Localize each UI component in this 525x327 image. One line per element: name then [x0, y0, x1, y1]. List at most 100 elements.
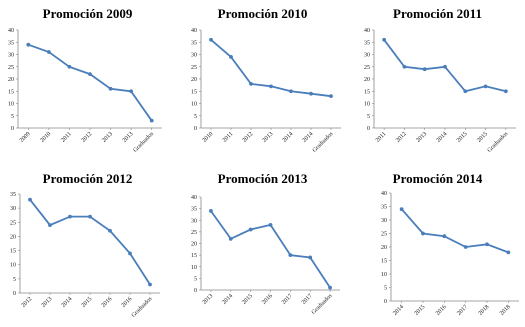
x-tick-label: 2015 [456, 131, 469, 144]
data-point [463, 89, 468, 94]
data-point [209, 209, 213, 213]
data-point [229, 55, 233, 59]
x-tick-label: 2013 [262, 131, 275, 144]
y-tick-label: 10 [364, 102, 370, 108]
line-chart-2011: 0 5 10 15 20 25 30 35 40 2011 2012 2013 2014 2015 2015… [364, 28, 516, 154]
y-tick-label: 10 [8, 102, 14, 108]
x-tick-label: 2016 [261, 293, 274, 306]
y-tick-label: 0 [13, 291, 16, 297]
y-tick-label: 15 [191, 89, 197, 95]
data-point [503, 89, 508, 94]
x-tick-label: 2014 [221, 293, 234, 306]
y-tick-label: 15 [10, 249, 16, 255]
chart-title: Promoción 2012 [42, 171, 133, 186]
y-tick-label: 20 [8, 77, 14, 83]
data-point [463, 245, 468, 249]
chart-panel-2012: Promoción 2012 0 5 10 15 20 25 30 35 2012 2013 201… [0, 163, 175, 327]
x-tick-label: 2017 [281, 293, 294, 306]
y-tick-label: 10 [10, 263, 16, 269]
x-tick-label: Graduados [311, 293, 334, 316]
data-point [269, 84, 273, 89]
y-tick-label: 20 [191, 77, 197, 83]
x-tick-label: 2010 [202, 131, 215, 144]
y-tick-label: 0 [194, 288, 197, 294]
chart-panel-2010: Promoción 2010 0 5 10 15 20 25 30 35 40 2010 2011 2… [175, 0, 350, 163]
data-point [288, 253, 293, 258]
y-tick-label: 25 [10, 220, 16, 226]
data-point [129, 89, 134, 94]
y-tick-label: 35 [191, 40, 197, 46]
x-tick-label: 2017 [456, 304, 469, 317]
x-tick-label: 2012 [242, 131, 255, 144]
data-point [422, 67, 427, 72]
data-point [68, 214, 72, 219]
x-tick-label: 2016 [435, 304, 448, 317]
x-tick-label: 2013 [122, 131, 135, 144]
x-tick-label: 2011 [60, 131, 73, 144]
chart-panel-2009: Promoción 2009 0 5 10 15 20 25 30 35 40 2009 2010 2… [0, 0, 175, 163]
data-point [148, 282, 152, 287]
data-point [308, 255, 313, 260]
x-tick-label: 2011 [375, 131, 388, 144]
data-point [443, 64, 447, 69]
x-tick-label: 2012 [395, 131, 408, 144]
data-point [88, 72, 92, 76]
x-tick-label: 2013 [202, 293, 215, 306]
x-tick-label: 2015 [241, 293, 254, 306]
x-tick-label: 2015 [81, 296, 94, 309]
data-point [108, 86, 113, 91]
data-point [46, 50, 51, 54]
x-tick-label: 2015 [414, 304, 427, 317]
y-tick-label: 35 [364, 40, 370, 46]
x-tick-label: 2013 [101, 131, 114, 144]
chart-title: Promoción 2014 [392, 171, 483, 186]
data-point [309, 91, 313, 96]
series-line [27, 43, 153, 122]
x-tick-label: 2018 [478, 304, 491, 317]
y-tick-label: 25 [364, 65, 370, 71]
data-point [209, 37, 213, 42]
y-tick-label: 30 [364, 53, 370, 59]
x-tick-label: 2014 [436, 131, 449, 144]
data-point [48, 223, 52, 228]
y-tick-label: 0 [384, 299, 387, 305]
chart-panel-2014: Promoción 2014 0 5 10 15 20 25 30 35 40 2014 2015 2… [350, 163, 525, 327]
data-point [402, 64, 407, 69]
data-point [421, 231, 425, 236]
x-tick-label: 2016 [101, 296, 114, 309]
x-tick-label: 2012 [81, 131, 94, 144]
data-point [28, 197, 32, 202]
x-tick-label: Graduados [131, 296, 154, 319]
data-point [329, 94, 333, 99]
data-point [506, 250, 511, 255]
series-line [401, 208, 509, 254]
x-tick-label: Graduados [133, 131, 156, 154]
y-tick-label: 0 [367, 126, 370, 132]
y-tick-label: 35 [8, 40, 14, 46]
y-tick-label: 0 [11, 126, 14, 132]
y-tick-label: 40 [381, 191, 387, 197]
y-tick-label: 15 [191, 253, 197, 259]
y-tick-label: 35 [10, 192, 16, 198]
data-point [108, 228, 112, 233]
data-point [442, 234, 447, 239]
line-chart-2013: 0 5 10 15 20 25 30 35 40 2013 2014 2015 2016 2017 2017… [191, 195, 340, 316]
series-line [210, 210, 331, 289]
x-tick-label: 2011 [222, 131, 235, 144]
x-tick-label: 2014 [392, 304, 405, 317]
y-tick-label: 30 [10, 206, 16, 212]
y-tick-label: 40 [8, 28, 14, 34]
data-point [483, 84, 488, 89]
data-point [485, 242, 489, 247]
x-tick-label: 2013 [41, 296, 54, 309]
y-tick-label: 25 [191, 65, 197, 71]
line-chart-2010: 0 5 10 15 20 25 30 35 40 2010 2011 2012 2013 2014 2014… [191, 28, 341, 154]
y-tick-label: 5 [194, 276, 197, 282]
x-tick-label: 2012 [21, 296, 34, 309]
data-point [67, 64, 72, 69]
y-tick-label: 20 [364, 77, 370, 83]
y-tick-label: 20 [191, 242, 197, 248]
y-tick-label: 15 [364, 89, 370, 95]
data-point [249, 82, 253, 86]
line-chart-2014: 0 5 10 15 20 25 30 35 40 2014 2015 2016 2017 2018 2018 [381, 191, 519, 317]
